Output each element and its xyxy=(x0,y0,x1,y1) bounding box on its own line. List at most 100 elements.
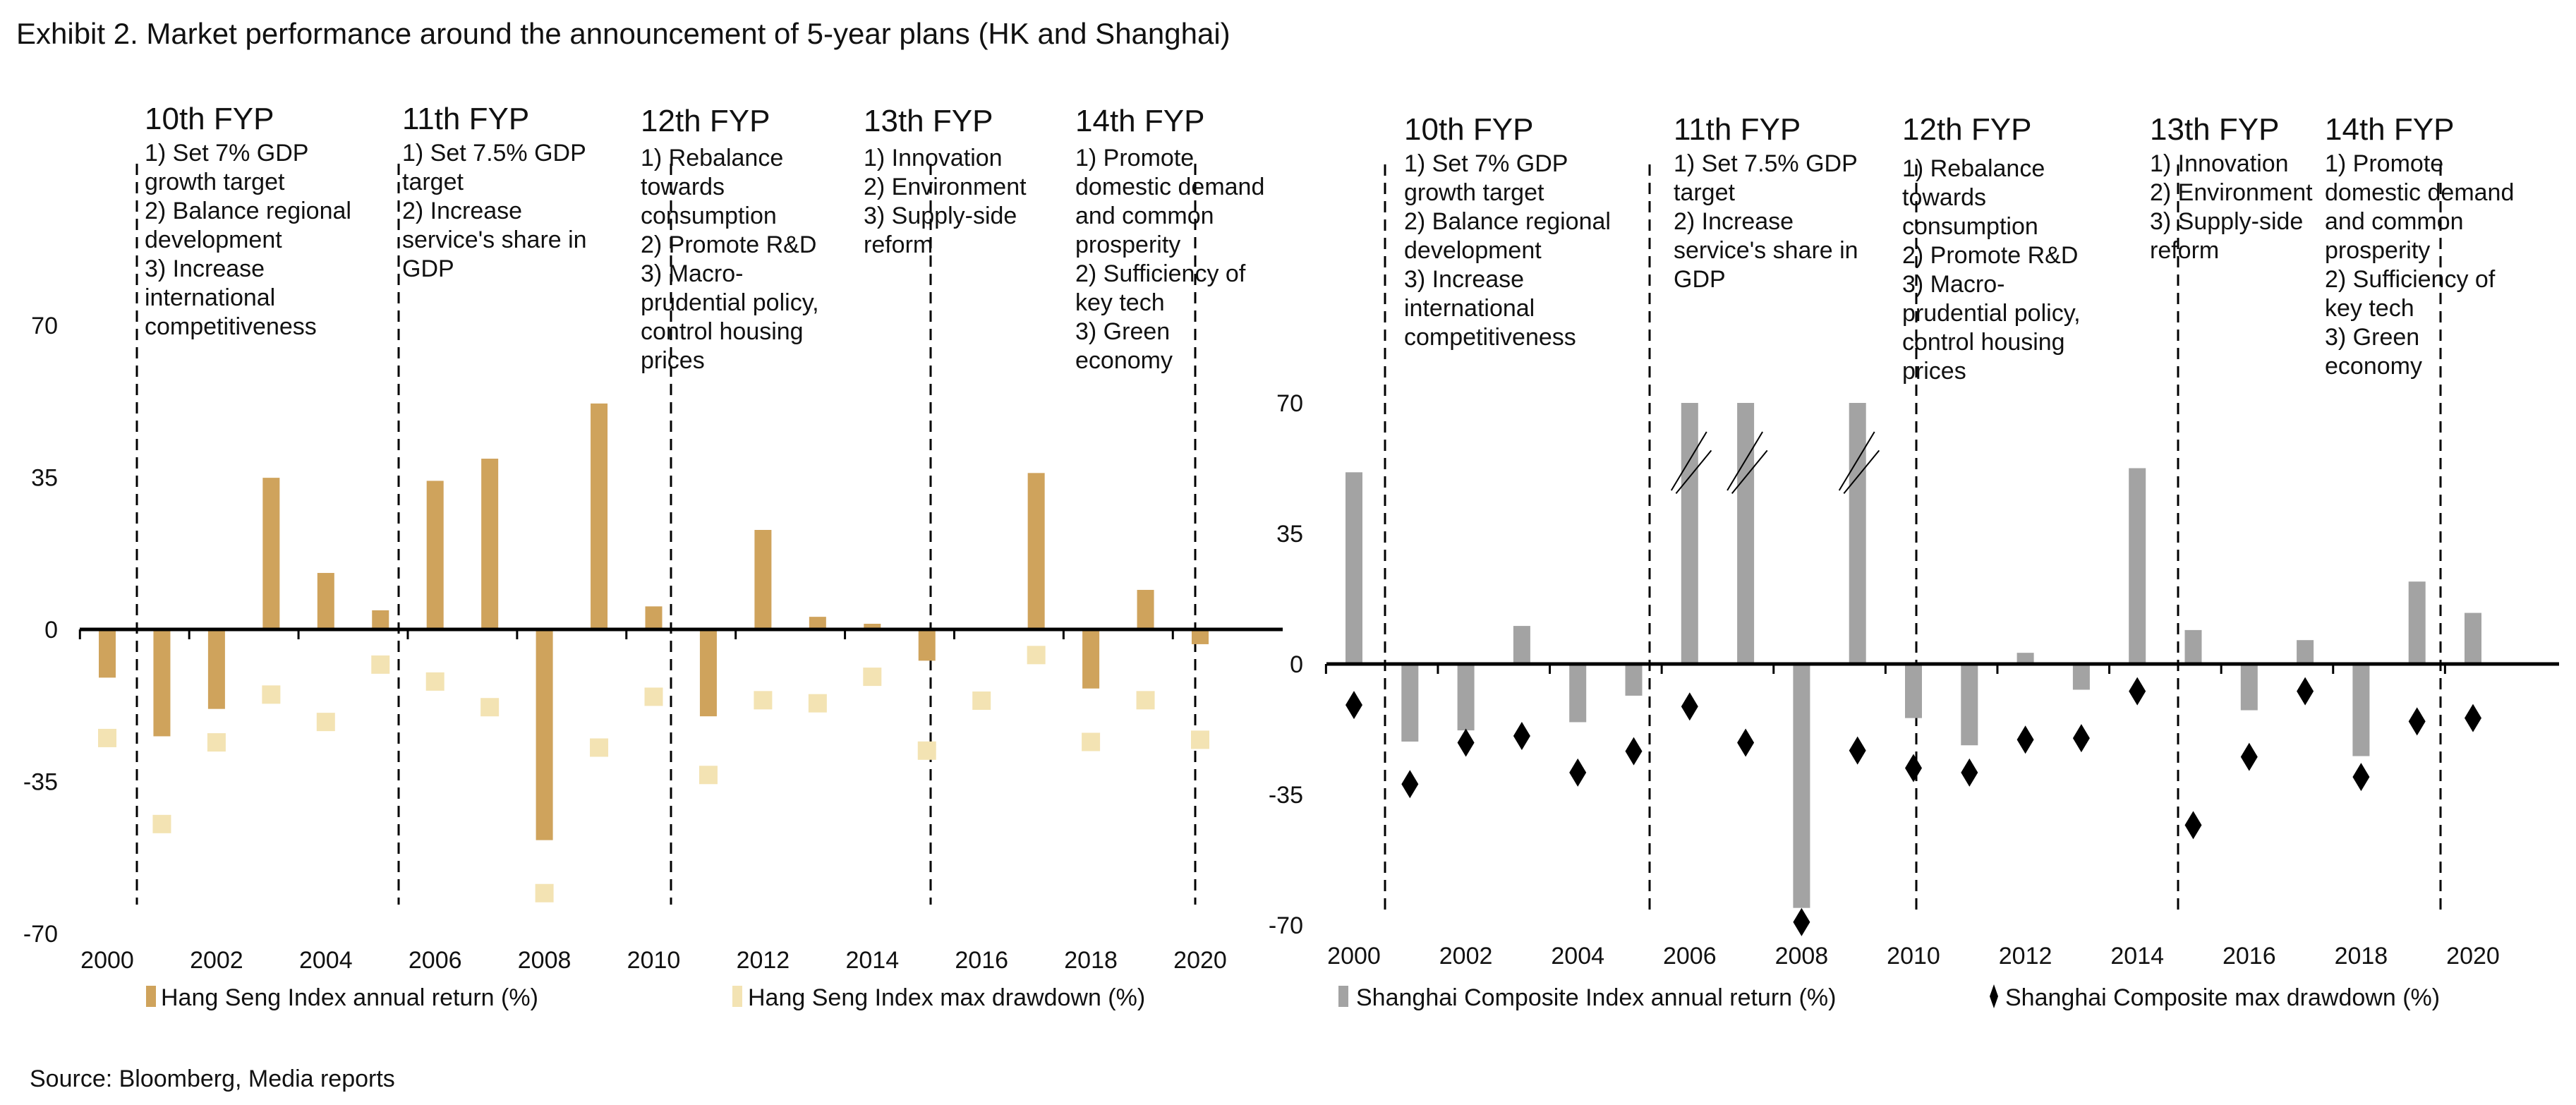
plan-detail-line: development xyxy=(1404,237,1542,264)
plan-detail-line: 2) Promote R&D xyxy=(1902,242,2078,269)
bar-annual-return xyxy=(1192,629,1209,644)
plan-detail-line: towards xyxy=(641,174,725,200)
plan-detail-line: and common xyxy=(2325,208,2464,235)
plan-detail-line: 1) Innovation xyxy=(2150,150,2289,177)
bar-annual-return xyxy=(1401,664,1419,742)
point-max-drawdown xyxy=(972,691,991,710)
point-max-drawdown xyxy=(425,672,445,691)
point-max-drawdown xyxy=(207,733,226,752)
x-tick-label: 2012 xyxy=(737,947,790,974)
plan-detail-line: 3) Supply-side xyxy=(2150,208,2303,235)
exhibit-title: Exhibit 2. Market performance around the… xyxy=(16,17,1230,50)
y-tick-label: 0 xyxy=(44,617,58,644)
plan-detail-line: 3) Green xyxy=(2325,324,2419,351)
point-max-drawdown xyxy=(535,883,554,902)
bar-annual-return xyxy=(1346,472,1362,664)
plan-detail-line: 3) Supply-side xyxy=(864,203,1017,229)
y-tick-label: 70 xyxy=(1276,390,1303,417)
plan-detail-line: GDP xyxy=(402,255,454,282)
y-tick-label: 70 xyxy=(31,313,58,339)
bar-annual-return xyxy=(1905,664,1922,718)
plan-detail-line: key tech xyxy=(1075,289,1165,316)
plan-detail-line: prosperity xyxy=(2325,237,2430,264)
legend-swatch-return xyxy=(1338,986,1348,1007)
point-max-drawdown xyxy=(2465,704,2481,732)
point-max-drawdown xyxy=(1961,758,1978,787)
plan-detail-line: target xyxy=(402,169,464,195)
bar-annual-return xyxy=(1457,664,1475,731)
x-tick-label: 2016 xyxy=(955,947,1008,974)
x-tick-label: 2014 xyxy=(2110,943,2164,970)
plan-detail-line: prices xyxy=(641,347,705,374)
bar-annual-return xyxy=(1681,403,1698,664)
x-tick-label: 2020 xyxy=(2446,943,2500,970)
plan-detail-line: 3) Green xyxy=(1075,318,1170,345)
bar-annual-return xyxy=(426,481,444,629)
plan-detail-line: GDP xyxy=(1674,266,1726,293)
bar-annual-return xyxy=(918,629,936,661)
y-tick-label: 35 xyxy=(1276,521,1303,548)
plan-detail-line: 1) Set 7% GDP xyxy=(1404,150,1568,177)
plan-detail-line: 3) Increase xyxy=(145,255,265,282)
plan-detail-line: and common xyxy=(1075,203,1214,229)
plan-detail-line: prices xyxy=(1902,358,1966,385)
plan-detail-line: 2) Promote R&D xyxy=(641,231,816,258)
plan-detail-line: target xyxy=(1674,179,1735,206)
x-tick-label: 2000 xyxy=(80,947,134,974)
point-max-drawdown xyxy=(2072,724,2090,753)
plan-heading: 10th FYP xyxy=(1404,112,1533,147)
plan-detail-line: domestic demand xyxy=(1075,174,1264,200)
legend-swatch-drawdown xyxy=(732,986,742,1007)
plan-detail-line: service's share in xyxy=(402,227,587,253)
point-max-drawdown xyxy=(1401,770,1419,799)
x-tick-label: 2008 xyxy=(1775,943,1829,970)
plan-detail-line: consumption xyxy=(1902,213,2038,240)
legend-label-drawdown: Hang Seng Index max drawdown (%) xyxy=(748,984,1145,1011)
bar-annual-return xyxy=(536,629,553,840)
x-tick-label: 2000 xyxy=(1327,943,1381,970)
point-max-drawdown xyxy=(2240,742,2258,771)
bar-annual-return xyxy=(1137,589,1154,629)
plan-detail-line: international xyxy=(1404,295,1535,322)
plan-detail-line: 3) Increase xyxy=(1404,266,1524,293)
bar-annual-return xyxy=(864,623,881,629)
bar-annual-return xyxy=(153,629,171,737)
point-max-drawdown xyxy=(316,713,335,732)
plan-detail-line: international xyxy=(145,284,275,311)
bar-annual-return xyxy=(754,530,772,629)
bar-annual-return xyxy=(591,403,608,629)
plan-detail-line: 1) Promote xyxy=(1075,145,1194,171)
bar-annual-return xyxy=(1737,403,1755,664)
y-tick-label: -70 xyxy=(1269,912,1303,939)
point-max-drawdown xyxy=(480,698,500,717)
bar-annual-return xyxy=(2352,664,2370,756)
point-max-drawdown xyxy=(917,741,936,760)
plan-heading: 14th FYP xyxy=(2325,112,2454,147)
bar-annual-return xyxy=(2297,640,2314,664)
plan-detail-line: 1) Rebalance xyxy=(1902,155,2045,182)
plan-detail-line: 1) Set 7.5% GDP xyxy=(402,140,586,167)
point-max-drawdown xyxy=(808,694,827,713)
plan-detail-line: prosperity xyxy=(1075,231,1180,258)
y-tick-label: -35 xyxy=(1269,782,1303,809)
plan-detail-line: 1) Set 7.5% GDP xyxy=(1674,150,1858,177)
axis-break-mark xyxy=(1727,431,1763,491)
point-max-drawdown xyxy=(1905,754,1922,783)
plan-detail-line: reform xyxy=(2150,237,2219,264)
x-tick-label: 2014 xyxy=(845,947,899,974)
axis-break-mark xyxy=(1731,449,1768,495)
bar-annual-return xyxy=(1513,626,1530,664)
x-tick-label: 2018 xyxy=(2335,943,2388,970)
legend-swatch-drawdown xyxy=(1990,984,1998,1008)
point-max-drawdown xyxy=(590,738,609,757)
point-max-drawdown xyxy=(1681,692,1698,721)
x-tick-label: 2010 xyxy=(1887,943,1940,970)
bar-annual-return xyxy=(645,606,663,629)
plan-detail-line: reform xyxy=(864,231,933,258)
plan-detail-line: domestic demand xyxy=(2325,179,2514,206)
plan-detail-line: 1) Innovation xyxy=(864,145,1003,171)
x-tick-label: 2004 xyxy=(299,947,353,974)
point-max-drawdown xyxy=(754,691,773,710)
